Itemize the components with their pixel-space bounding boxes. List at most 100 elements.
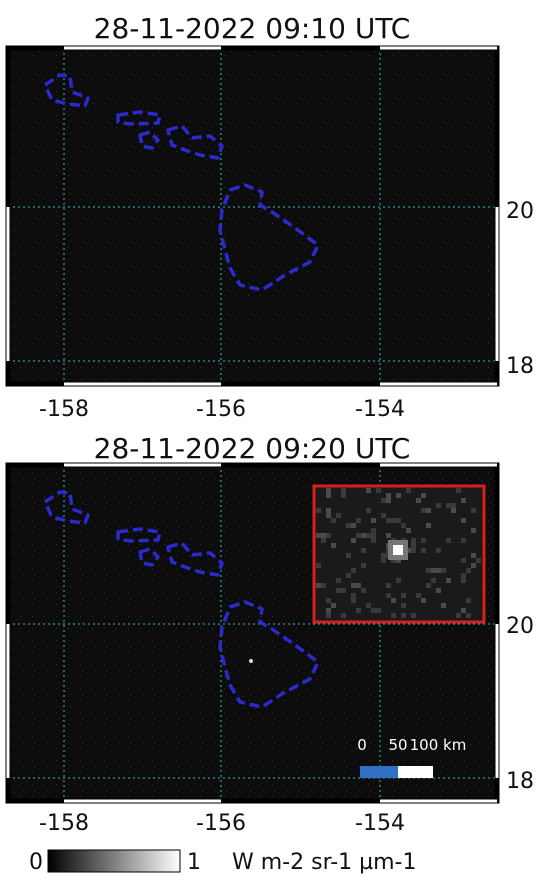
colorbar-min: 0 bbox=[29, 850, 43, 875]
inset-pixel bbox=[401, 613, 406, 618]
inset-pixel bbox=[411, 543, 416, 548]
figure: 28-11-2022 09:10 UTC 20 18 -158 -156 -15… bbox=[0, 0, 541, 879]
lat-label: 18 bbox=[506, 354, 534, 379]
inset-pixel bbox=[331, 603, 336, 608]
inset-pixel bbox=[366, 603, 371, 608]
inset-pixel bbox=[451, 503, 456, 508]
inset-pixel bbox=[371, 533, 376, 538]
inset-pixel bbox=[351, 583, 356, 588]
inset-pixel bbox=[391, 598, 396, 603]
inset-pixel bbox=[376, 608, 381, 613]
inset-pixel bbox=[366, 533, 371, 538]
inset-pixel bbox=[351, 523, 356, 528]
lon-label: -154 bbox=[355, 397, 405, 422]
inset-pixel bbox=[451, 508, 456, 513]
inset-pixel bbox=[321, 533, 326, 538]
lat-label: 20 bbox=[506, 614, 534, 639]
inset-pixel bbox=[356, 608, 361, 613]
inset-pixel bbox=[316, 508, 321, 513]
inset-pixel bbox=[466, 598, 471, 603]
inset-pixel bbox=[406, 488, 411, 493]
inset-pixel bbox=[421, 538, 426, 543]
inset-pixel bbox=[421, 508, 426, 513]
inset-pixel bbox=[456, 613, 461, 618]
colorbar bbox=[48, 850, 180, 872]
inset-pixel bbox=[391, 518, 396, 523]
inset-pixel bbox=[401, 523, 406, 528]
inset-pixel bbox=[366, 508, 371, 513]
scale-label: 0 bbox=[357, 736, 367, 754]
inset-pixel bbox=[466, 568, 471, 573]
scale-bar-segment bbox=[398, 766, 433, 778]
inset-pixel bbox=[446, 503, 451, 508]
inset-pixel bbox=[461, 518, 466, 523]
inset-pixel bbox=[456, 488, 461, 493]
inset-pixel bbox=[431, 578, 436, 583]
inset-pixel bbox=[316, 563, 321, 568]
inset-pixel bbox=[316, 533, 321, 538]
inset-pixel bbox=[341, 588, 346, 593]
inset-pixel bbox=[386, 493, 391, 498]
inset-pixel bbox=[436, 588, 441, 593]
inset-pixel bbox=[326, 613, 331, 618]
inset-pixel bbox=[326, 608, 331, 613]
inset-pixel bbox=[371, 608, 376, 613]
inset-pixel bbox=[396, 493, 401, 498]
inset-pixel bbox=[336, 513, 341, 518]
inset-pixel bbox=[351, 598, 356, 603]
inset-pixel bbox=[376, 488, 381, 493]
lat-label: 18 bbox=[506, 769, 534, 794]
inset-pixel bbox=[416, 498, 421, 503]
inset-pixel bbox=[471, 528, 476, 533]
inset-pixel bbox=[426, 523, 431, 528]
inset-peak bbox=[393, 545, 403, 555]
inset-pixel bbox=[436, 568, 441, 573]
lon-label: -156 bbox=[196, 811, 246, 836]
inset-pixel bbox=[401, 593, 406, 598]
lon-label: -158 bbox=[39, 811, 89, 836]
inset-pixel bbox=[326, 488, 331, 493]
inset-pixel bbox=[411, 538, 416, 543]
inset-pixel bbox=[386, 498, 391, 503]
hotspot bbox=[249, 659, 253, 663]
lon-label: -158 bbox=[39, 397, 89, 422]
inset-pixel bbox=[471, 553, 476, 558]
colorbar-max: 1 bbox=[187, 850, 201, 875]
inset-pixel bbox=[341, 493, 346, 498]
inset-pixel bbox=[401, 603, 406, 608]
inset-pixel bbox=[406, 528, 411, 533]
inset-pixel bbox=[371, 518, 376, 523]
inset-pixel bbox=[346, 573, 351, 578]
inset-pixel bbox=[361, 588, 366, 593]
inset-pixel bbox=[326, 598, 331, 603]
inset-pixel bbox=[331, 518, 336, 523]
inset-pixel bbox=[381, 513, 386, 518]
inset-pixel bbox=[351, 593, 356, 598]
inset-pixel bbox=[421, 493, 426, 498]
lon-label: -156 bbox=[196, 397, 246, 422]
inset-pixel bbox=[356, 533, 361, 538]
inset-pixel bbox=[381, 558, 386, 563]
inset-pixel bbox=[331, 543, 336, 548]
lon-label: -154 bbox=[355, 811, 405, 836]
inset-pixel bbox=[396, 518, 401, 523]
inset-pixel bbox=[381, 553, 386, 558]
inset-pixel bbox=[381, 498, 386, 503]
inset-pixel bbox=[361, 563, 366, 568]
inset-pixel bbox=[351, 568, 356, 573]
inset-pixel bbox=[461, 608, 466, 613]
inset-pixel bbox=[426, 583, 431, 588]
inset-pixel bbox=[326, 508, 331, 513]
inset-pixel bbox=[336, 578, 341, 583]
inset-pixel bbox=[441, 568, 446, 573]
inset-pixel bbox=[341, 488, 346, 493]
inset-pixel bbox=[426, 508, 431, 513]
inset-pixel bbox=[326, 513, 331, 518]
inset-pixel bbox=[471, 563, 476, 568]
inset-pixel bbox=[386, 593, 391, 598]
inset-pixel bbox=[356, 583, 361, 588]
inset-pixel bbox=[446, 578, 451, 583]
inset-pixel bbox=[391, 613, 396, 618]
inset-pixel bbox=[476, 558, 481, 563]
inset-pixel bbox=[461, 538, 466, 543]
